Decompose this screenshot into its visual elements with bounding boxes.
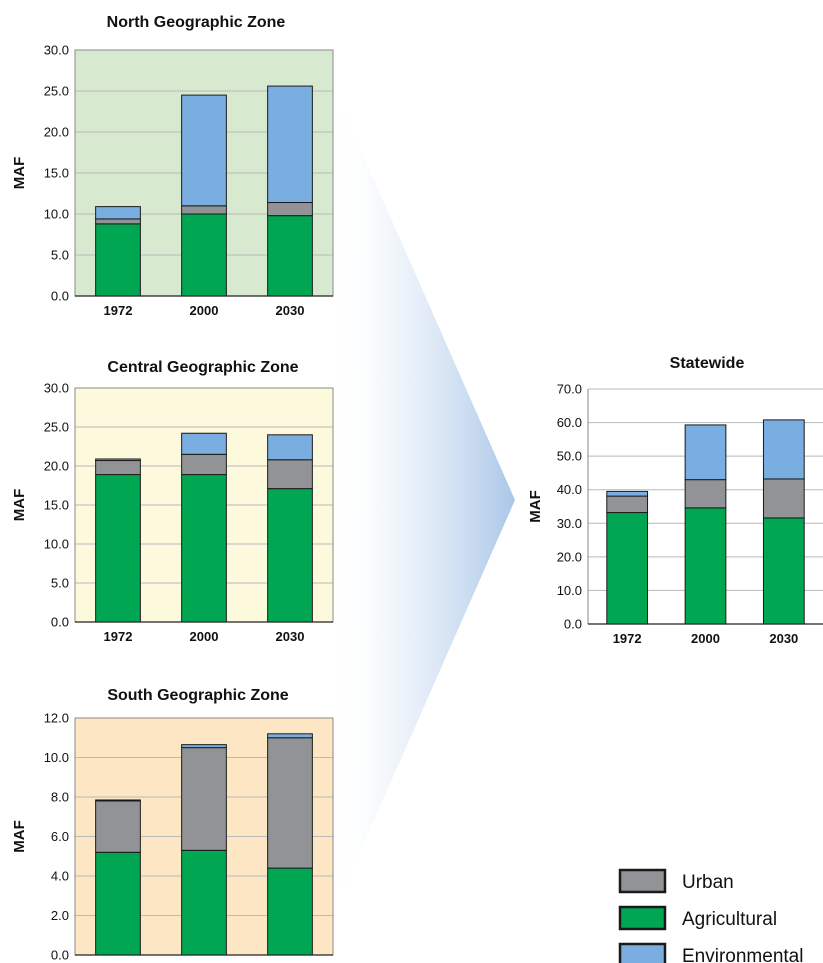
y-tick-label: 4.0 — [51, 869, 69, 884]
legend-label-environmental: Environmental — [682, 946, 803, 963]
chart-title: South Geographic Zone — [107, 687, 288, 704]
bar-segment-environmental-2000 — [181, 432, 227, 455]
bar-segment-urban-1972 — [95, 218, 141, 225]
bar-segment-agricultural-2030 — [267, 867, 313, 956]
chart-title: Central Geographic Zone — [107, 359, 298, 376]
bar-segment-environmental-1972 — [95, 458, 141, 462]
y-tick-label: 20.0 — [44, 125, 69, 140]
y-tick-label: 10.0 — [44, 207, 69, 222]
bar-segment-environmental-2030 — [762, 419, 805, 480]
y-tick-label: 30.0 — [44, 381, 69, 396]
legend-label-urban: Urban — [682, 872, 734, 893]
bar-segment-agricultural-2030 — [762, 517, 805, 625]
chart-2: 0.02.04.06.08.010.012.0197220002030South… — [11, 687, 334, 963]
x-tick-label: 2030 — [276, 303, 305, 318]
y-tick-label: 20.0 — [557, 549, 582, 564]
y-tick-label: 50.0 — [557, 449, 582, 464]
bar-segment-agricultural-2030 — [267, 488, 313, 623]
bar-segment-environmental-2030 — [267, 434, 313, 461]
y-tick-label: 0.0 — [51, 289, 69, 304]
y-tick-label: 25.0 — [44, 420, 69, 435]
y-tick-label: 6.0 — [51, 829, 69, 844]
legend-label-agricultural: Agricultural — [682, 909, 777, 930]
bar-segment-environmental-2030 — [267, 85, 313, 204]
y-axis-label: MAF — [11, 820, 28, 853]
bar-segment-urban-1972 — [95, 800, 141, 853]
y-tick-label: 12.0 — [44, 711, 69, 726]
x-tick-label: 1972 — [613, 631, 642, 646]
y-tick-label: 0.0 — [564, 617, 582, 632]
bar-segment-urban-2000 — [684, 479, 727, 509]
legend-swatch-urban — [618, 868, 667, 894]
y-tick-label: 10.0 — [557, 583, 582, 598]
bar-segment-urban-2030 — [267, 459, 313, 490]
x-tick-label: 2000 — [190, 303, 219, 318]
y-tick-label: 70.0 — [557, 382, 582, 397]
bar-segment-environmental-2030 — [267, 733, 313, 739]
y-tick-label: 25.0 — [44, 84, 69, 99]
bar-segment-agricultural-1972 — [95, 474, 141, 623]
x-tick-label: 1972 — [104, 303, 133, 318]
y-axis-label: MAF — [11, 157, 28, 190]
x-tick-label: 2030 — [769, 631, 798, 646]
y-tick-label: 20.0 — [44, 459, 69, 474]
y-tick-label: 8.0 — [51, 790, 69, 805]
chart-0: 0.0 5.0 10.0 15.0 20.0 25.0 30.0 1972 2000 2030 No… — [11, 14, 334, 318]
bar-segment-environmental-2000 — [181, 744, 227, 749]
bar-segment-agricultural-1972 — [95, 851, 141, 956]
y-axis-label: MAF — [527, 490, 544, 523]
y-tick-label: 60.0 — [557, 415, 582, 430]
legend-swatch-agricultural — [618, 905, 667, 931]
chart-title: North Geographic Zone — [107, 14, 286, 31]
bar-segment-urban-2030 — [267, 737, 313, 869]
bar-segment-agricultural-2000 — [181, 213, 227, 297]
chart-3: 0.0 10.0 20.0 30.0 40.0 50.0 60.0 70.0 1972 2000 2… — [527, 355, 823, 646]
y-tick-label: 10.0 — [44, 537, 69, 552]
bar-segment-environmental-2000 — [684, 424, 727, 481]
chart-1: 0.0 5.0 10.0 15.0 20.0 25.0 30.0 1972 2000 2030 Ce… — [11, 359, 334, 644]
bar-segment-agricultural-2000 — [684, 507, 727, 625]
legend-swatch-environmental — [618, 942, 667, 963]
bar-segment-agricultural-2000 — [181, 849, 227, 956]
bar-segment-urban-2030 — [762, 478, 805, 519]
legend: Urban Agricultural Environmental — [618, 868, 803, 963]
chart-title: Statewide — [670, 355, 745, 372]
y-tick-label: 0.0 — [51, 615, 69, 630]
bar-segment-urban-1972 — [95, 460, 141, 476]
bar-segment-agricultural-1972 — [95, 223, 141, 297]
bar-segment-urban-2000 — [181, 747, 227, 851]
bar-segment-agricultural-2030 — [267, 215, 313, 297]
bar-segment-urban-2000 — [181, 205, 227, 215]
y-tick-label: 0.0 — [51, 948, 69, 963]
x-tick-label: 2000 — [190, 629, 219, 644]
bar-segment-urban-2000 — [181, 453, 227, 476]
bar-segment-urban-2030 — [267, 202, 313, 217]
x-tick-label: 2000 — [691, 631, 720, 646]
y-tick-label: 2.0 — [51, 908, 69, 923]
bar-segment-environmental-1972 — [606, 490, 649, 497]
y-tick-label: 30.0 — [557, 516, 582, 531]
y-tick-label: 30.0 — [44, 43, 69, 58]
bar-segment-environmental-1972 — [95, 206, 141, 220]
x-tick-label: 1972 — [104, 629, 133, 644]
bar-segment-environmental-1972 — [95, 799, 141, 802]
y-axis-label: MAF — [11, 489, 28, 522]
y-tick-label: 5.0 — [51, 248, 69, 263]
y-tick-label: 5.0 — [51, 576, 69, 591]
y-tick-label: 15.0 — [44, 166, 69, 181]
y-tick-label: 10.0 — [44, 750, 69, 765]
x-tick-label: 2030 — [276, 629, 305, 644]
y-tick-label: 15.0 — [44, 498, 69, 513]
funnel-arrow — [330, 80, 515, 920]
bar-segment-urban-1972 — [606, 495, 649, 514]
bar-segment-environmental-2000 — [181, 94, 227, 207]
y-tick-label: 40.0 — [557, 482, 582, 497]
bar-segment-agricultural-1972 — [606, 512, 649, 625]
bar-segment-agricultural-2000 — [181, 474, 227, 623]
